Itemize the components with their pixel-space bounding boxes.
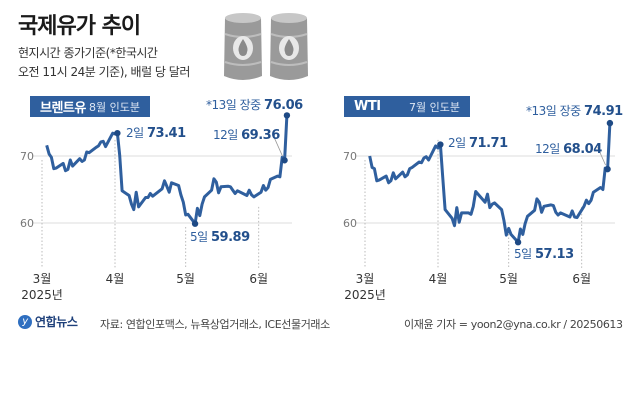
yonhap-logo: y 연합뉴스: [18, 313, 78, 330]
brent-annotation-marker: [114, 129, 121, 137]
wti-annotation-marker: [606, 119, 614, 127]
wti-ytick-label: 60: [343, 217, 357, 230]
charts-canvas: 60 70 3월 4월 5월 6월 2025년 60 70 3월 4월 5월 6월 2025년: [20, 112, 615, 302]
brent-xtick-label: 5월: [176, 272, 195, 286]
wti-annotation-apr2: 2일 71.71: [448, 136, 508, 151]
brent-annotation-apr2: 2일 73.41: [126, 126, 186, 141]
wti-annotation-may5: 5일 57.13: [514, 247, 574, 262]
wti-contract: 7월 인도분: [409, 100, 460, 114]
page-title: 국제유가 추이: [18, 14, 141, 39]
credit-text: 이재윤 기자 = yoon2@yna.co.kr / 20250613: [404, 318, 623, 331]
brent-year-label: 2025년: [21, 288, 63, 302]
brent-annotation-marker: [283, 112, 291, 119]
wti-xtick-label: 4월: [429, 272, 448, 286]
brent-contract: 8월 인도분: [89, 100, 140, 114]
wti-xtick-label: 6월: [572, 272, 591, 286]
brent-name: 브렌트유: [40, 101, 86, 116]
brent-annotation-jun13: *13일 장중 76.06: [206, 98, 303, 113]
brent-xtick-label: 4월: [106, 272, 125, 286]
brent-xtick-label: 3월: [33, 272, 52, 286]
wti-badge: WTI 7월 인도분: [344, 96, 470, 117]
wti-ytick-label: 70: [343, 150, 357, 163]
wti-xtick-label: 5월: [499, 272, 518, 286]
brent-annotation-marker: [281, 157, 288, 164]
brent-price-line: [45, 115, 289, 226]
wti-xtick-label: 3월: [356, 272, 375, 286]
brent-xtick-label: 6월: [249, 272, 268, 286]
wti-name: WTI: [354, 99, 381, 114]
wti-annotation-jun13: *13일 장중 74.91: [526, 104, 623, 119]
subtitle-line-2: 오전 11시 24분 기준), 배럴 당 달러: [18, 65, 190, 79]
brent-annotation-may5: 5일 59.89: [190, 230, 250, 245]
wti-annotation-jun12: 12일 68.04: [535, 142, 602, 157]
source-text: 자료: 연합인포맥스, 뉴욕상업거래소, ICE선물거래소: [100, 318, 330, 331]
wti-annotation-marker: [604, 165, 611, 173]
brent-badge: 브렌트유 8월 인도분: [30, 96, 150, 117]
wti-year-label: 2025년: [344, 288, 386, 302]
subtitle-line-1: 현지시간 종가기준(*한국시간: [18, 46, 158, 60]
brent-leader-line: [274, 138, 283, 157]
brent-ytick-label: 60: [20, 217, 34, 230]
brent-annotation-jun12: 12일 69.36: [213, 128, 280, 143]
wti-price-line: [368, 123, 612, 244]
wti-annotation-marker: [437, 141, 444, 148]
yonhap-logo-icon: y: [18, 314, 32, 329]
oil-barrels-icon: [224, 13, 308, 80]
wti-leader-line: [597, 146, 606, 166]
wti-annotation-marker: [514, 239, 522, 246]
brent-annotation-marker: [191, 220, 199, 227]
brent-ytick-label: 70: [20, 150, 34, 163]
